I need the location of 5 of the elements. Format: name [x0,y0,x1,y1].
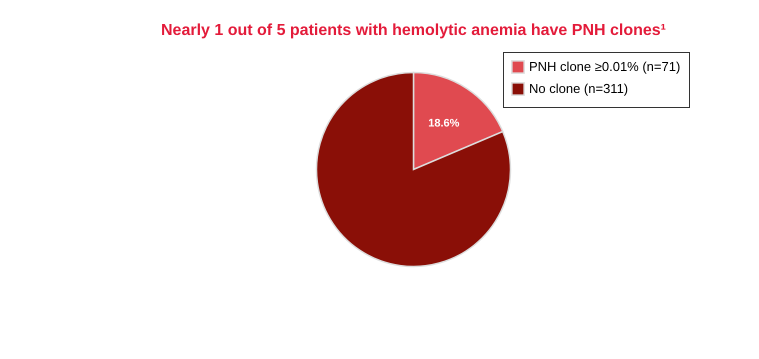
chart-title: Nearly 1 out of 5 patients with hemolytic anemia have PNH clones¹ [160,22,666,39]
legend-label: PNH clone ≥0.01% (n=71) [529,59,680,74]
pie-slice [316,72,512,268]
legend-label: No clone (n=311) [529,81,628,96]
data-label: 18.6% [428,118,460,130]
